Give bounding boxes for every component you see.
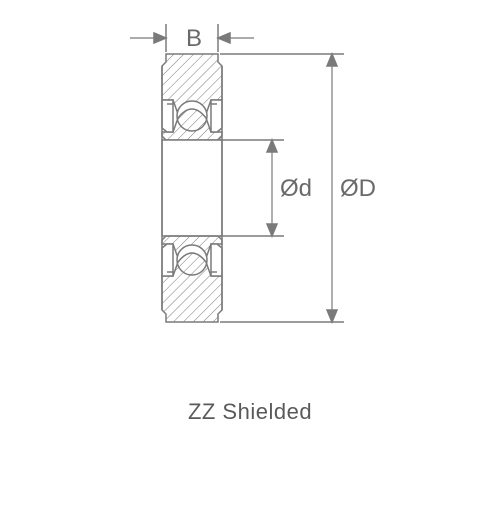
outer-diameter-label: ØD bbox=[340, 175, 376, 202]
diagram-caption: ZZ Shielded bbox=[0, 399, 500, 425]
inner-diameter-label: Ød bbox=[280, 175, 312, 202]
diagram-svg: B Ød ØD bbox=[0, 0, 500, 500]
bearing-diagram: B Ød ØD bbox=[0, 0, 500, 500]
width-label: B bbox=[186, 25, 202, 52]
